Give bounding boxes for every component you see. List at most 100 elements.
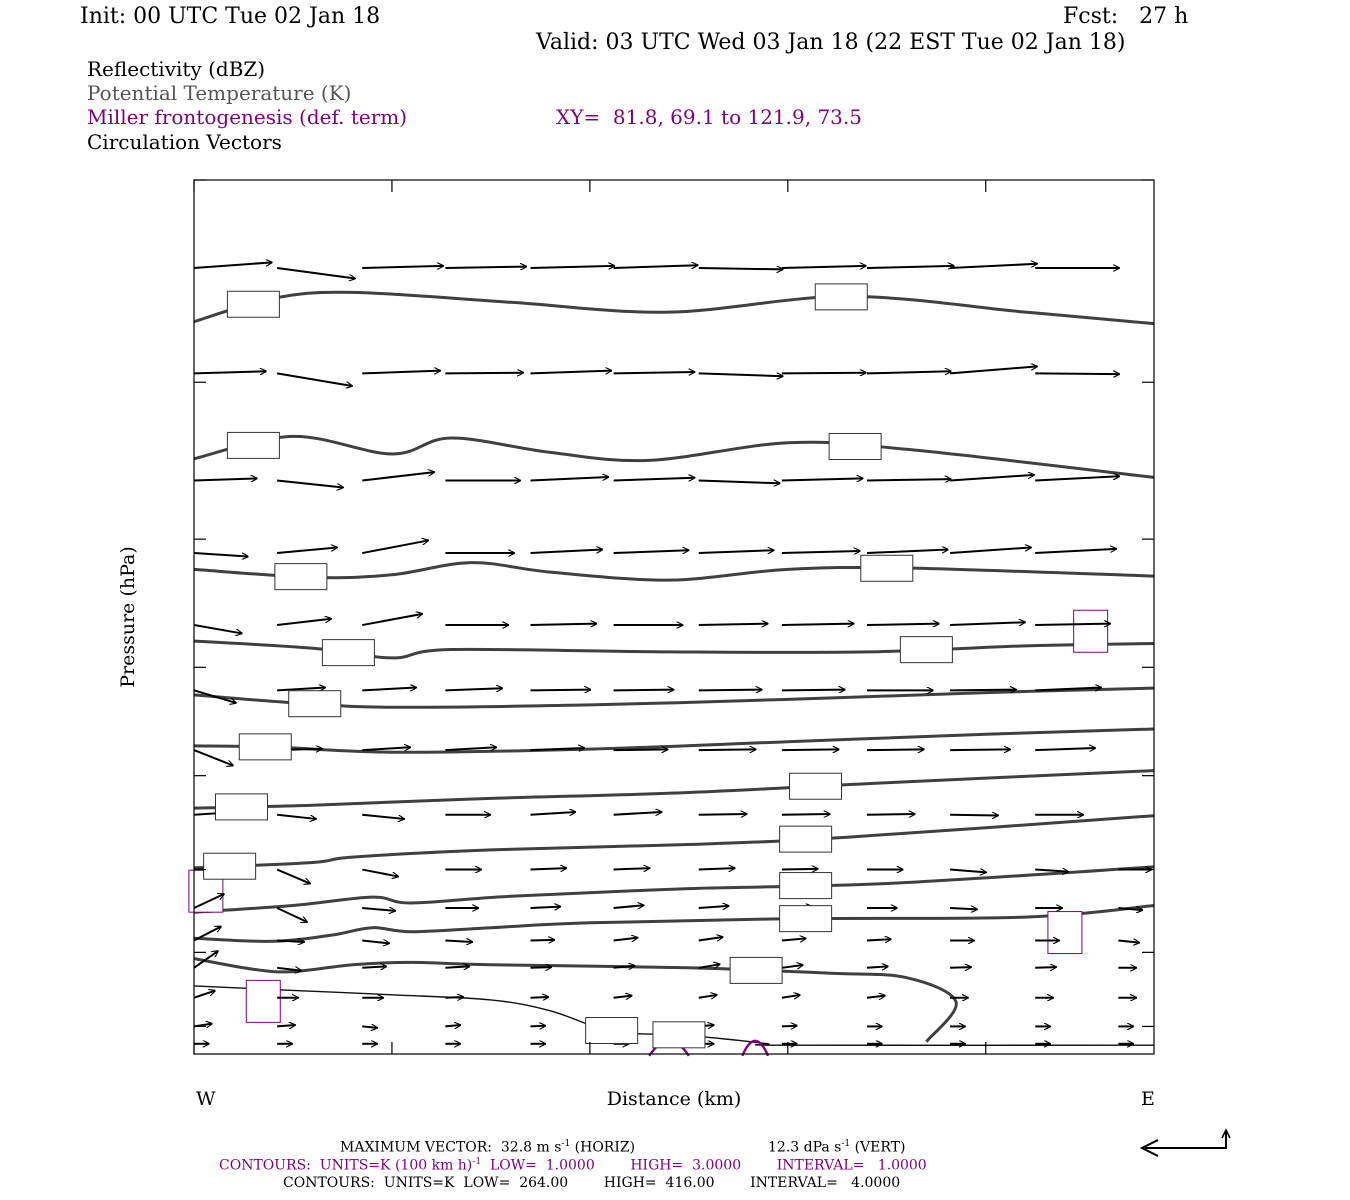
circulation-vector — [362, 908, 395, 911]
isentrope-284 — [193, 769, 1155, 810]
circulation-vector — [530, 550, 602, 555]
circulation-vector — [950, 815, 998, 816]
circulation-vector — [193, 894, 224, 909]
isentrope-label-box — [288, 690, 342, 718]
circulation-vector — [613, 966, 635, 968]
circulation-vector — [866, 966, 888, 967]
isentrope-label-layer — [203, 283, 953, 1049]
legend-miller-frontogenesis: Miller frontogenesis (def. term) — [87, 105, 408, 129]
theta-contour-info: CONTOURS: UNITS=K LOW= 264.00 HIGH= 416.… — [283, 1175, 901, 1191]
isentrope-268 — [193, 957, 958, 1043]
isentrope-label-box — [215, 793, 269, 821]
reference-vector-vert-head — [1221, 1128, 1231, 1139]
circulation-vector — [277, 267, 355, 279]
circulation-vector — [362, 941, 389, 944]
circulation-vector — [362, 868, 398, 877]
isentrope-label-box — [238, 733, 292, 761]
circulation-vector — [193, 552, 248, 557]
circulation-vector — [530, 997, 548, 998]
circulation-vector — [613, 372, 695, 373]
circulation-vector — [950, 870, 986, 873]
isentrope-label-box — [779, 825, 833, 853]
circulation-vector — [1118, 908, 1142, 910]
isentrope-label-box — [828, 432, 882, 460]
isentrope-308 — [193, 290, 1155, 326]
circulation-vector — [277, 547, 337, 555]
circulation-vector — [698, 749, 756, 750]
circulation-vector — [950, 690, 1016, 691]
circulation-vector — [866, 996, 885, 998]
reference-vector-head — [1139, 1139, 1159, 1157]
circulation-vector — [193, 478, 257, 480]
circulation-vector — [445, 373, 523, 374]
isentrope-304 — [193, 434, 1155, 479]
legend-reflectivity: Reflectivity (dBZ) — [87, 57, 266, 81]
circulation-vector — [698, 268, 783, 269]
circulation-vector — [530, 624, 596, 625]
circulation-vector — [781, 995, 800, 998]
isentrope-label-box — [729, 956, 783, 984]
isentrope-272 — [193, 904, 1155, 943]
circulation-vector — [277, 1025, 295, 1026]
axes-layer — [193, 179, 1154, 1054]
circulation-vector — [362, 472, 434, 482]
frontogenesis-max-box — [245, 979, 281, 1023]
circulation-vector — [866, 624, 939, 625]
circulation-vector — [276, 372, 352, 386]
circulation-vector — [530, 812, 575, 815]
frontogenesis-contour — [741, 1039, 770, 1057]
circulation-vector — [698, 550, 774, 555]
circulation-vector — [277, 813, 316, 819]
circulation-vector — [193, 371, 266, 373]
circulation-vector — [781, 266, 866, 268]
circulation-vector — [445, 747, 496, 750]
circulation-vector — [1035, 870, 1068, 872]
isentrope-label-box — [860, 554, 914, 582]
circulation-vector — [193, 951, 218, 969]
circulation-vector — [781, 624, 854, 625]
circulation-vector — [193, 262, 272, 269]
circulation-vector — [530, 967, 551, 968]
cross-section-endpoints: XY= 81.8, 69.1 to 121.9, 73.5 — [556, 105, 862, 129]
isentrope-layer — [193, 290, 1155, 1046]
circulation-vector — [866, 939, 891, 940]
isentrope-276 — [193, 865, 1155, 914]
circulation-vector — [445, 267, 526, 268]
circulation-vector — [530, 371, 611, 375]
circulation-vector — [866, 266, 954, 268]
circulation-vector — [781, 690, 845, 691]
isentrope-label-box — [585, 1016, 639, 1044]
x-axis-title: Distance (km) — [607, 1088, 742, 1110]
circulation-vector — [530, 1026, 545, 1027]
circulation-vector — [277, 968, 301, 971]
circulation-vector — [445, 688, 502, 690]
circulation-vector — [698, 937, 723, 942]
frontogenesis-max-box — [1073, 609, 1109, 653]
circulation-vector — [698, 814, 747, 815]
circulation-vector — [277, 619, 331, 627]
init-time: Init: 00 UTC Tue 02 Jan 18 — [80, 4, 381, 29]
isentrope-label-box — [779, 872, 833, 900]
circulation-vector — [362, 966, 386, 967]
circulation-vector — [1035, 549, 1116, 555]
east-label: E — [1141, 1088, 1155, 1110]
isentrope-288 — [193, 727, 1155, 754]
plot-frame — [193, 179, 1155, 1055]
circulation-vector — [362, 747, 410, 750]
y-axis-title: Pressure (hPa) — [117, 546, 139, 688]
isentrope-280 — [193, 814, 1155, 870]
circulation-vector — [781, 938, 806, 940]
valid-time: Valid: 03 UTC Wed 03 Jan 18 (22 EST Tue … — [536, 30, 1126, 55]
circulation-vector — [530, 690, 590, 691]
circulation-vector — [530, 266, 614, 268]
isentrope-label-box — [789, 772, 843, 800]
circulation-vector — [950, 366, 1037, 375]
legend-circulation-vectors: Circulation Vectors — [87, 130, 282, 154]
circulation-vector — [613, 478, 695, 482]
max-vector-info: MAXIMUM VECTOR: 32.8 m s-1 (HORIZ) — [340, 1139, 636, 1156]
circulation-vector — [1035, 373, 1119, 374]
circulation-vector — [1035, 967, 1056, 968]
circulation-vector — [698, 964, 720, 968]
isentrope-label-box — [203, 852, 257, 880]
